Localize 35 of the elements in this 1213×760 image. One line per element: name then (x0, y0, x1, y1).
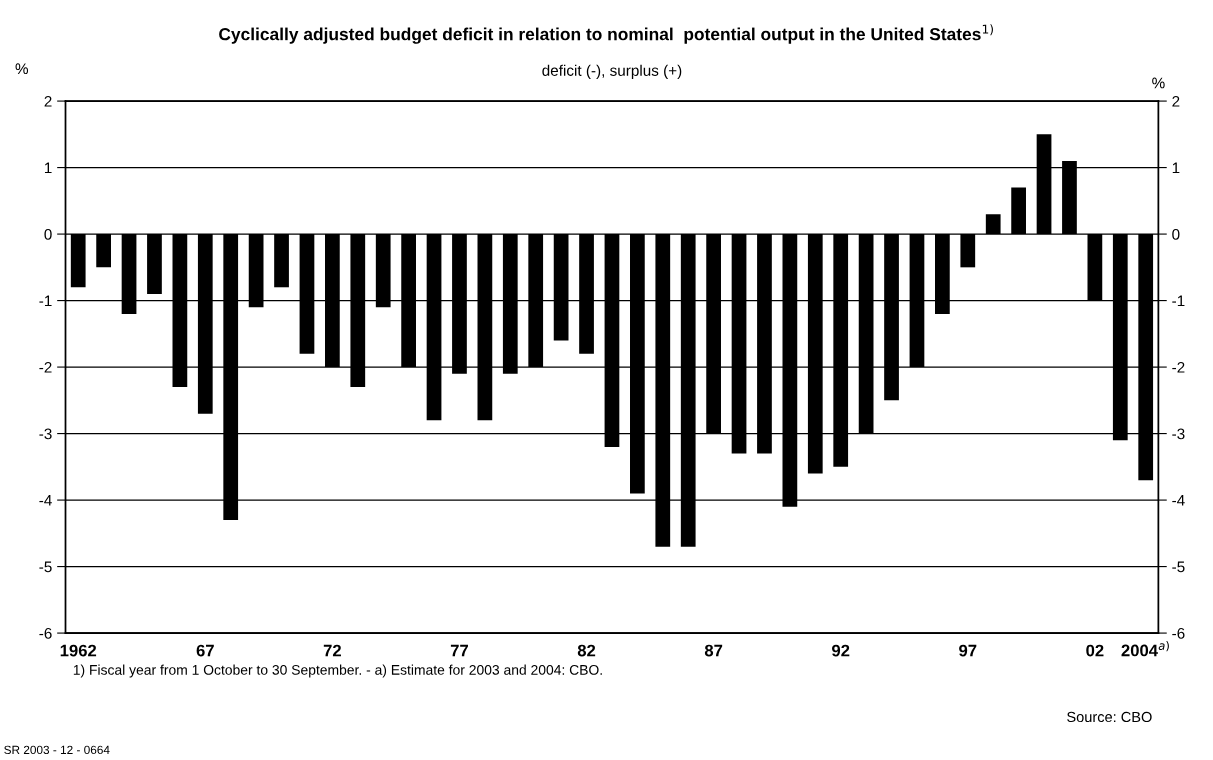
y-tick-label: -3 (39, 428, 52, 440)
y2-tick-label: -3 (1172, 428, 1185, 440)
y2-tick-label: -4 (1172, 495, 1185, 506)
y2-tick-label: 0 (1172, 228, 1180, 240)
y-axis-title: % (15, 63, 29, 75)
x-tick-label: 87 (704, 644, 723, 657)
y-tick-label: 0 (44, 228, 52, 240)
x-tick-label: 67 (196, 644, 214, 657)
y2-tick-label: -6 (1172, 627, 1185, 639)
x-tick-label: 82 (577, 644, 596, 657)
x-tick-label: 1962 (60, 644, 97, 657)
chart-subtitle: deficit (-), surplus (+) (542, 64, 682, 79)
y-tick-label: -1 (39, 295, 52, 307)
x-tick-label: 72 (323, 644, 341, 657)
x-tick-label: 02 (1086, 644, 1104, 657)
text: SR 2003 - 12 - 0664 (4, 745, 110, 755)
y2-tick-label: -5 (1172, 561, 1185, 573)
x-tick-label: 2004$^{a)}$ (1121, 640, 1169, 657)
y-tick-label: -4 (39, 495, 52, 506)
text: 1) Fiscal year from 1 October to 30 September. - a) Estimate for 2003 and 2004: CBO. (73, 664, 602, 678)
y2-tick-label: -2 (1172, 361, 1185, 373)
y-tick-label: -6 (39, 627, 52, 639)
x-tick-label: 92 (832, 644, 850, 657)
y-tick-label: -5 (39, 561, 52, 573)
source-note: Source: CBO (1067, 711, 1152, 723)
y-tick-label: 2 (44, 95, 52, 107)
y2-tick-label: 1 (1172, 162, 1180, 174)
x-tick-label: 97 (959, 644, 977, 657)
y-tick-label: 1 (44, 162, 52, 174)
y-tick-label: -2 (39, 361, 52, 373)
chart-title: Cyclically adjusted budget deficit in relation to nominal potential output in the United States$^{1)}$ (219, 24, 993, 44)
y2-axis-title: % (1152, 77, 1165, 89)
x-tick-label: 77 (450, 644, 468, 657)
y2-tick-label: 2 (1172, 95, 1180, 107)
y2-tick-label: -1 (1172, 295, 1185, 307)
